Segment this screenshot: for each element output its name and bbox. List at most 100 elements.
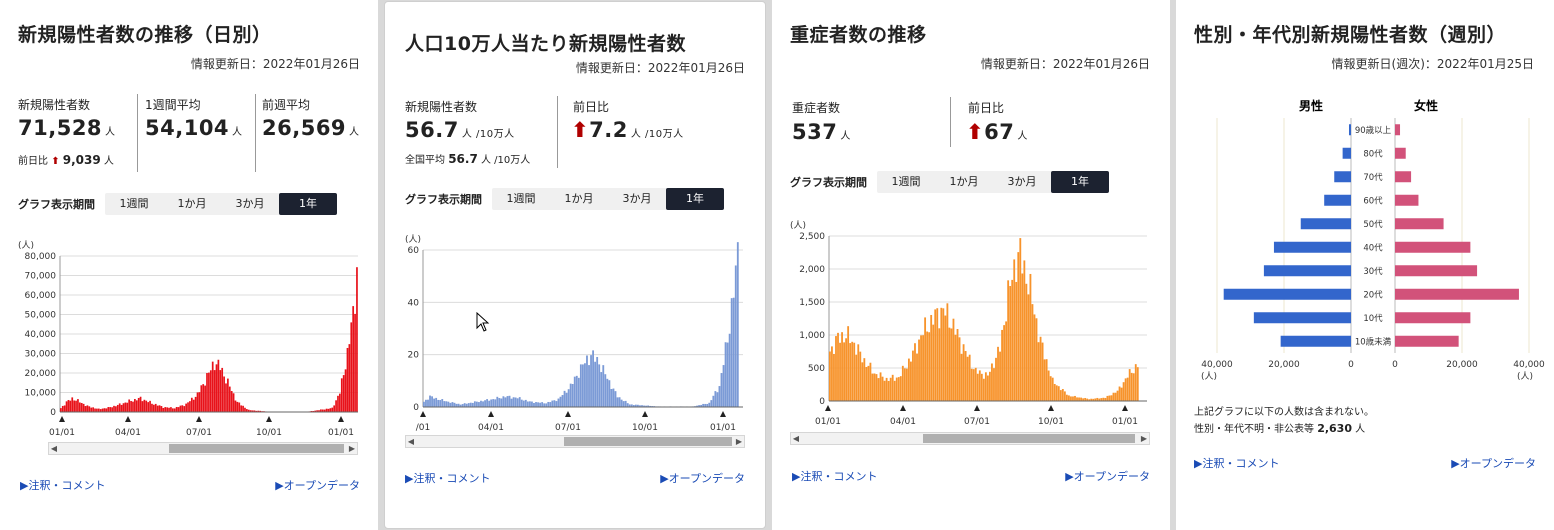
data-bar [716, 392, 719, 407]
graph-period-selector: グラフ表示期間 1週間 1か月 3か月 1年 [18, 193, 337, 215]
period-1year-button[interactable]: 1年 [666, 188, 724, 210]
data-bar [1080, 397, 1082, 401]
data-bar [847, 326, 850, 401]
data-bar [181, 405, 184, 412]
open-data-link[interactable]: ▶オープンデータ [275, 479, 360, 492]
data-bar [437, 399, 440, 407]
annotation-link[interactable]: ▶注釈・コメント [792, 470, 878, 483]
data-bar [88, 406, 91, 412]
period-1year-button[interactable]: 1年 [1051, 171, 1109, 193]
data-bar [881, 376, 884, 401]
y-axis-unit: (人) [18, 240, 34, 251]
data-bar [445, 401, 448, 407]
data-bar [839, 342, 841, 401]
x-axis-unit-right: (人) [1517, 371, 1533, 382]
data-bar [329, 408, 332, 412]
data-bar [124, 402, 127, 412]
x-tick-marker [720, 411, 726, 417]
male-bar [1342, 147, 1351, 159]
scroll-right-icon[interactable]: ▶ [1140, 434, 1148, 443]
data-bar [441, 399, 444, 407]
period-1week-button[interactable]: 1週間 [119, 197, 149, 210]
data-bar [255, 410, 258, 412]
y-axis-unit: (人) [790, 220, 806, 231]
data-bar [97, 408, 100, 412]
period-1week-button[interactable]: 1週間 [506, 192, 536, 205]
data-bar [736, 242, 739, 407]
period-1week-button[interactable]: 1週間 [891, 175, 921, 188]
period-1month-button[interactable]: 1か月 [949, 175, 979, 188]
data-bar [335, 400, 337, 412]
scroll-left-icon[interactable]: ◀ [792, 434, 800, 443]
data-bar [96, 408, 98, 412]
annotation-link[interactable]: ▶注釈・コメント [20, 479, 106, 492]
annotation-link[interactable]: ▶注釈・コメント [1194, 457, 1280, 470]
data-bar [579, 364, 582, 407]
period-1month-button[interactable]: 1か月 [564, 192, 594, 205]
period-3month-button[interactable]: 3か月 [235, 197, 265, 210]
y-tick-label: 60 [408, 246, 420, 256]
scroll-thumb[interactable] [169, 444, 344, 453]
annotation-link[interactable]: ▶注釈・コメント [405, 472, 491, 485]
data-bar [1045, 359, 1048, 401]
x-tick-marker [974, 405, 980, 411]
data-bar [563, 390, 566, 407]
female-bar [1395, 194, 1419, 206]
stat-value-weekly-avg: 54,104 人 [145, 116, 243, 140]
period-3month-button[interactable]: 3か月 [622, 192, 652, 205]
data-bar [135, 400, 138, 412]
scroll-thumb[interactable] [923, 434, 1135, 443]
data-bar [626, 403, 629, 407]
data-bar [698, 405, 700, 407]
data-bar [1037, 342, 1040, 401]
open-data-link[interactable]: ▶オープンデータ [1451, 457, 1536, 470]
data-bar [240, 405, 243, 412]
data-bar [984, 372, 987, 401]
open-data-link[interactable]: ▶オープンデータ [1065, 470, 1150, 483]
data-bar [584, 363, 586, 407]
data-bar [101, 408, 104, 412]
data-bar [1096, 397, 1099, 401]
data-bar [537, 402, 539, 407]
data-bar [942, 308, 945, 401]
age-category-label: 50代 [1363, 219, 1383, 230]
data-bar [455, 403, 458, 407]
data-bar [1017, 252, 1020, 401]
data-bar [612, 388, 615, 407]
data-bar [1124, 378, 1127, 401]
data-bar [841, 332, 843, 401]
data-bar [1090, 398, 1093, 401]
chart-scrollbar[interactable]: ◀ ▶ [790, 432, 1150, 445]
period-1year-button[interactable]: 1年 [279, 193, 337, 215]
x-tick-label: 40,000 [1201, 360, 1233, 370]
chart-scrollbar[interactable]: ◀ ▶ [48, 442, 358, 455]
x-tick-label: 10/01 [256, 428, 282, 438]
data-bar [492, 399, 495, 407]
period-3month-button[interactable]: 3か月 [1007, 175, 1037, 188]
age-category-label: 70代 [1363, 172, 1383, 183]
data-bar [1029, 273, 1032, 401]
scroll-right-icon[interactable]: ▶ [735, 437, 743, 446]
scroll-left-icon[interactable]: ◀ [407, 437, 415, 446]
period-1month-button[interactable]: 1か月 [177, 197, 207, 210]
data-bar [61, 405, 64, 412]
scroll-left-icon[interactable]: ◀ [50, 444, 58, 453]
data-bar [873, 373, 876, 401]
stat-label-new-cases: 新規陽性者数 [405, 100, 478, 114]
open-data-link[interactable]: ▶オープンデータ [660, 472, 745, 485]
card-title: 性別・年代別新規陽性者数（週別） [1194, 24, 1507, 46]
data-bar [831, 346, 833, 401]
data-bar [234, 400, 237, 412]
data-bar [710, 400, 713, 407]
chart-scrollbar[interactable]: ◀ ▶ [405, 435, 745, 448]
data-bar [337, 395, 339, 412]
stat-label-severe: 重症者数 [792, 101, 841, 115]
data-bar [196, 392, 199, 412]
male-bar [1280, 335, 1351, 347]
data-bar [899, 376, 902, 401]
scroll-right-icon[interactable]: ▶ [348, 444, 356, 453]
data-bar [1132, 373, 1135, 401]
scroll-thumb[interactable] [564, 437, 732, 446]
data-bar [863, 358, 866, 401]
data-bar [71, 397, 74, 412]
